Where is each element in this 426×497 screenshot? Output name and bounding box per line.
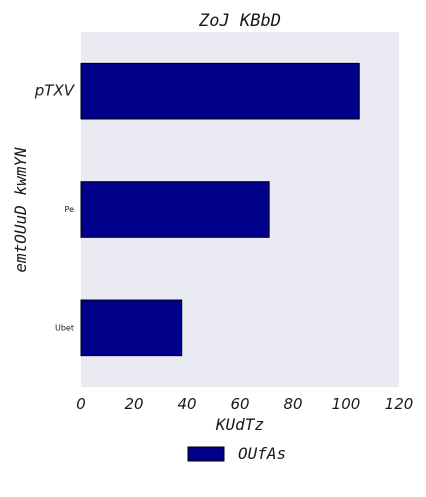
y-axis-label: emtOUuD kwmYN — [11, 147, 30, 273]
x-tick-label-40: 40 — [177, 395, 196, 413]
bar-pe — [80, 181, 270, 238]
x-tick-label-120: 120 — [385, 395, 414, 413]
y-tick-label-pe: Pe — [65, 205, 75, 214]
x-tick-label-0: 0 — [76, 395, 86, 413]
x-tick-label-20: 20 — [124, 395, 143, 413]
x-tick-label-100: 100 — [332, 395, 361, 413]
bar-ptxv — [80, 62, 360, 120]
x-tick-label-60: 60 — [230, 395, 249, 413]
y-tick-label-ptxv: pTXV — [34, 82, 76, 100]
bar-ubet — [80, 299, 183, 357]
y-tick-labels: pTXV Pe Ubet — [34, 82, 76, 333]
chart-title: ZoJ KBbD — [198, 11, 281, 31]
x-tick-label-80: 80 — [283, 395, 302, 413]
legend-label: OUfAs — [238, 444, 286, 463]
y-tick-label-ubet: Ubet — [55, 323, 74, 332]
x-axis-label: KUdTz — [215, 415, 264, 434]
bars-group — [80, 62, 360, 357]
legend-swatch — [187, 446, 225, 462]
legend: OUfAs — [187, 444, 286, 463]
x-tick-labels: 0 20 40 60 80 100 120 — [76, 395, 413, 413]
